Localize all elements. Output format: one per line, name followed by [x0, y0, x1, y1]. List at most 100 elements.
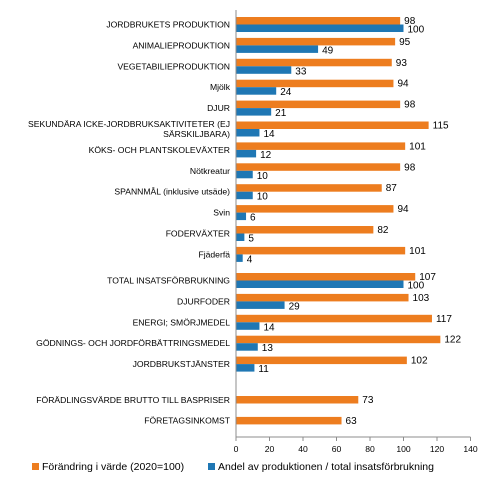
data-label-change: 95	[399, 37, 411, 48]
category-label: VEGETABILIEPRODUKTION	[117, 61, 230, 71]
data-label-share: 21	[275, 108, 287, 119]
bar-share	[236, 212, 247, 221]
category-label: Nötkreatur	[190, 166, 230, 176]
bar-change	[236, 37, 396, 46]
x-tick-label: 140	[463, 444, 478, 454]
bar-share	[236, 191, 253, 200]
data-label-share: 6	[250, 213, 256, 224]
category-label: FODERVÄXTER	[166, 229, 230, 239]
data-label-change: 102	[411, 356, 428, 367]
category-label: ANIMALIEPRODUKTION	[133, 40, 230, 50]
data-label-change: 98	[404, 16, 416, 27]
data-label-change: 115	[433, 121, 449, 132]
legend-label-share: Andel av produktionen / total insatsförb…	[218, 461, 434, 473]
data-label-share: 24	[280, 87, 292, 98]
legend-swatch-change	[32, 463, 39, 470]
category-label: JORDBRUKSTJÄNSTER	[133, 359, 230, 369]
x-tick-label: 40	[298, 444, 308, 454]
bar-change	[236, 226, 374, 234]
data-label-change: 94	[397, 204, 409, 215]
data-label-share: 33	[295, 66, 307, 77]
category-label: ENERGI; SMÖRJMEDEL	[133, 317, 231, 327]
legend-label-change: Förändring i värde (2020=100)	[42, 461, 184, 473]
x-tick-label: 100	[396, 444, 411, 454]
bar-change	[236, 335, 441, 344]
bar-share	[236, 24, 404, 32]
bar-change	[236, 356, 407, 365]
bar-share	[236, 45, 319, 53]
data-label-change: 98	[404, 100, 416, 111]
data-label-share: 5	[248, 234, 254, 245]
bar-change	[236, 142, 406, 150]
bar-share	[236, 280, 404, 288]
data-label-change: 73	[362, 395, 374, 406]
bar-share	[236, 254, 243, 262]
x-tick-label: 0	[234, 444, 239, 454]
bar-change	[236, 416, 342, 425]
data-label-share: 10	[257, 171, 269, 182]
data-label-share: 14	[263, 322, 275, 333]
bar-change	[236, 100, 401, 109]
data-label-change: 107	[419, 272, 436, 283]
data-label-change: 87	[386, 183, 398, 194]
bar-share	[236, 87, 277, 95]
data-label-change: 117	[436, 314, 452, 325]
data-label-change: 101	[409, 246, 426, 257]
bar-change	[236, 273, 416, 281]
data-label-change: 63	[346, 416, 358, 427]
bar-share	[236, 170, 253, 179]
bar-change	[236, 314, 432, 323]
bar-share	[236, 108, 272, 116]
data-label-share: 49	[322, 45, 334, 56]
data-label-share: 100	[408, 25, 425, 36]
bar-change	[236, 293, 409, 302]
data-label-share: 11	[258, 364, 269, 375]
bar-share	[236, 301, 285, 309]
x-tick-label: 80	[365, 444, 375, 454]
bar-share	[236, 343, 258, 351]
bar-change	[236, 79, 394, 88]
bar-change	[236, 205, 394, 213]
category-label: DJURFODER	[177, 296, 230, 306]
data-label-share: 4	[247, 254, 253, 265]
data-label-change: 122	[444, 335, 461, 346]
bar-share	[236, 149, 257, 158]
bar-change	[236, 246, 406, 255]
category-label: TOTAL INSATSFÖRBRUKNING	[107, 276, 230, 286]
category-label: SÄRSKILJBARA)	[163, 129, 230, 139]
data-label-share: 12	[260, 150, 272, 161]
data-label-share: 14	[263, 129, 275, 140]
data-label-share: 100	[408, 281, 425, 292]
bar-change	[236, 17, 401, 25]
legend-swatch-share	[208, 463, 215, 470]
x-tick-label: 60	[332, 444, 342, 454]
data-label-change: 93	[396, 58, 408, 69]
category-label: DJUR	[207, 103, 230, 113]
bar-change	[236, 121, 429, 129]
category-label: JORDBRUKETS PRODUKTION	[106, 20, 230, 30]
bar-change	[236, 58, 392, 67]
category-label: Fjäderfä	[198, 249, 230, 259]
bar-share	[236, 364, 255, 372]
bar-share	[236, 66, 292, 74]
category-label: FÖRETAGSINKOMST	[144, 416, 231, 426]
data-label-share: 13	[262, 343, 274, 354]
x-tick-label: 120	[430, 444, 445, 454]
bar-change	[236, 396, 359, 404]
x-tick-label: 20	[265, 444, 275, 454]
bar-share	[236, 322, 260, 330]
data-label-share: 10	[257, 192, 269, 203]
category-label: SPANNMÅL (inklusive utsäde)	[114, 187, 230, 197]
bar-change	[236, 184, 382, 192]
data-label-change: 101	[409, 141, 426, 152]
bar-change	[236, 163, 401, 171]
bar-share	[236, 233, 245, 241]
data-label-change: 82	[377, 225, 389, 236]
category-label: GÖDNINGS- OCH JORDFÖRBÄTTRINGSMEDEL	[36, 338, 230, 348]
category-label: Svin	[213, 208, 230, 218]
data-label-change: 103	[413, 293, 430, 304]
category-label: KÖKS- OCH PLANTSKOLEVÄXTER	[89, 145, 230, 155]
category-label: Mjölk	[210, 82, 231, 92]
